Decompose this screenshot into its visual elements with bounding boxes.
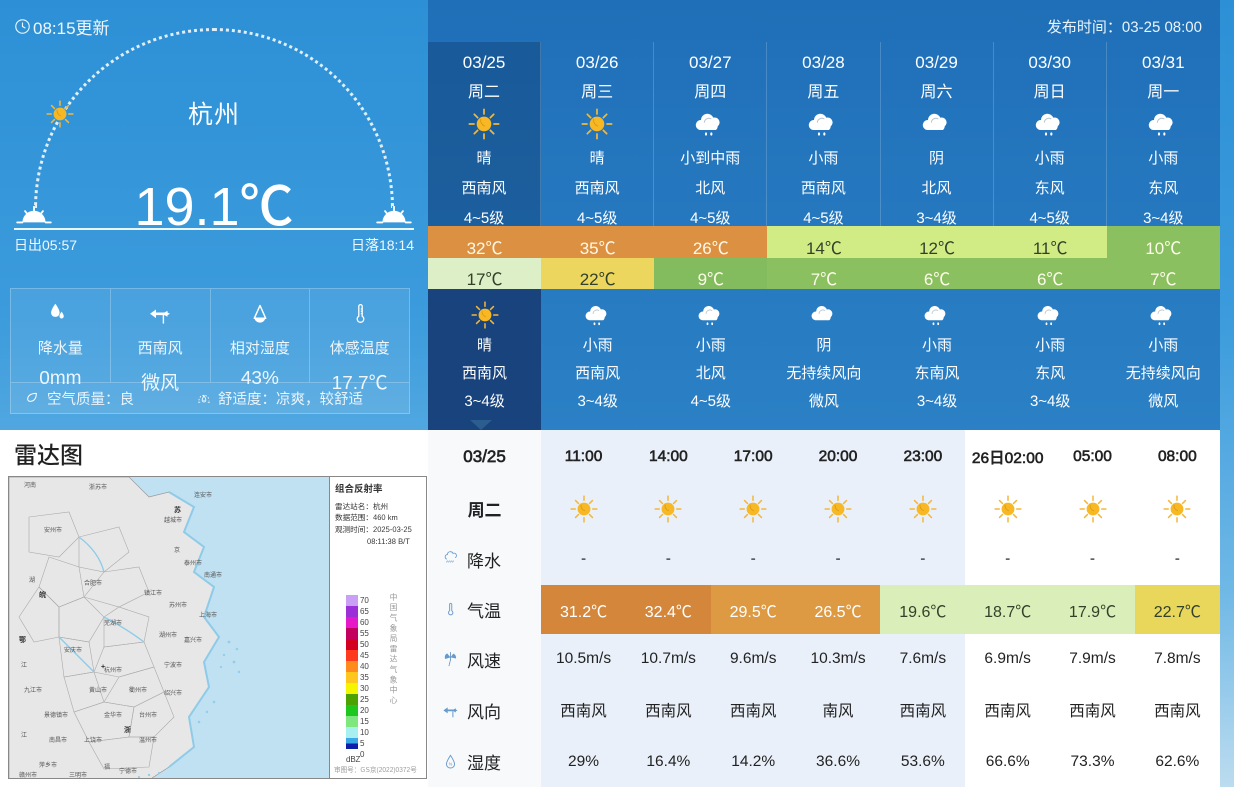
svg-text:南通市: 南通市 bbox=[204, 570, 222, 579]
svg-text:河南: 河南 bbox=[24, 480, 36, 489]
svg-text:湖: 湖 bbox=[29, 575, 35, 584]
svg-text:黄山市: 黄山市 bbox=[89, 685, 107, 694]
svg-text:宁波市: 宁波市 bbox=[164, 660, 182, 669]
svg-text:合肥市: 合肥市 bbox=[84, 578, 102, 587]
svg-text:+: + bbox=[101, 662, 105, 672]
svg-text:景德镇市: 景德镇市 bbox=[44, 710, 68, 719]
svg-text:芜湖市: 芜湖市 bbox=[104, 618, 122, 627]
svg-text:金华市: 金华市 bbox=[104, 710, 122, 719]
svg-text:九江市: 九江市 bbox=[24, 685, 42, 694]
svg-text:连安市: 连安市 bbox=[194, 490, 212, 499]
svg-text:越城市: 越城市 bbox=[164, 515, 182, 524]
svg-text:上海市: 上海市 bbox=[199, 610, 217, 619]
svg-text:南昌市: 南昌市 bbox=[49, 735, 67, 744]
svg-text:杭州市: 杭州市 bbox=[104, 665, 122, 674]
svg-text:宁德市: 宁德市 bbox=[119, 766, 137, 775]
svg-text:京: 京 bbox=[174, 545, 180, 554]
svg-text:衢州市: 衢州市 bbox=[129, 685, 147, 694]
svg-text:温州市: 温州市 bbox=[139, 735, 157, 744]
svg-text:浙苏市: 浙苏市 bbox=[89, 482, 107, 491]
svg-text:赣州市: 赣州市 bbox=[19, 770, 37, 779]
svg-text:镇江市: 镇江市 bbox=[144, 588, 162, 597]
svg-text:绍兴市: 绍兴市 bbox=[164, 688, 182, 697]
svg-text:上饶市: 上饶市 bbox=[84, 735, 102, 744]
svg-text:嘉兴市: 嘉兴市 bbox=[184, 635, 202, 644]
svg-text:福: 福 bbox=[104, 762, 110, 771]
svg-text:湖州市: 湖州市 bbox=[159, 630, 177, 639]
svg-text:三明市: 三明市 bbox=[69, 770, 87, 779]
svg-text:江: 江 bbox=[21, 660, 27, 669]
svg-text:苏: 苏 bbox=[174, 505, 181, 515]
svg-text:皖: 皖 bbox=[39, 590, 46, 600]
svg-text:苏州市: 苏州市 bbox=[169, 600, 187, 609]
svg-text:江: 江 bbox=[21, 730, 27, 739]
svg-text:安庆市: 安庆市 bbox=[64, 645, 82, 654]
svg-text:鄂: 鄂 bbox=[19, 635, 26, 645]
svg-text:台州市: 台州市 bbox=[139, 710, 157, 719]
svg-text:%: % bbox=[449, 761, 453, 766]
svg-text:安州市: 安州市 bbox=[44, 525, 62, 534]
svg-text:萍乡市: 萍乡市 bbox=[39, 760, 57, 769]
svg-text:浙: 浙 bbox=[124, 725, 131, 735]
svg-text:泰州市: 泰州市 bbox=[184, 558, 202, 567]
